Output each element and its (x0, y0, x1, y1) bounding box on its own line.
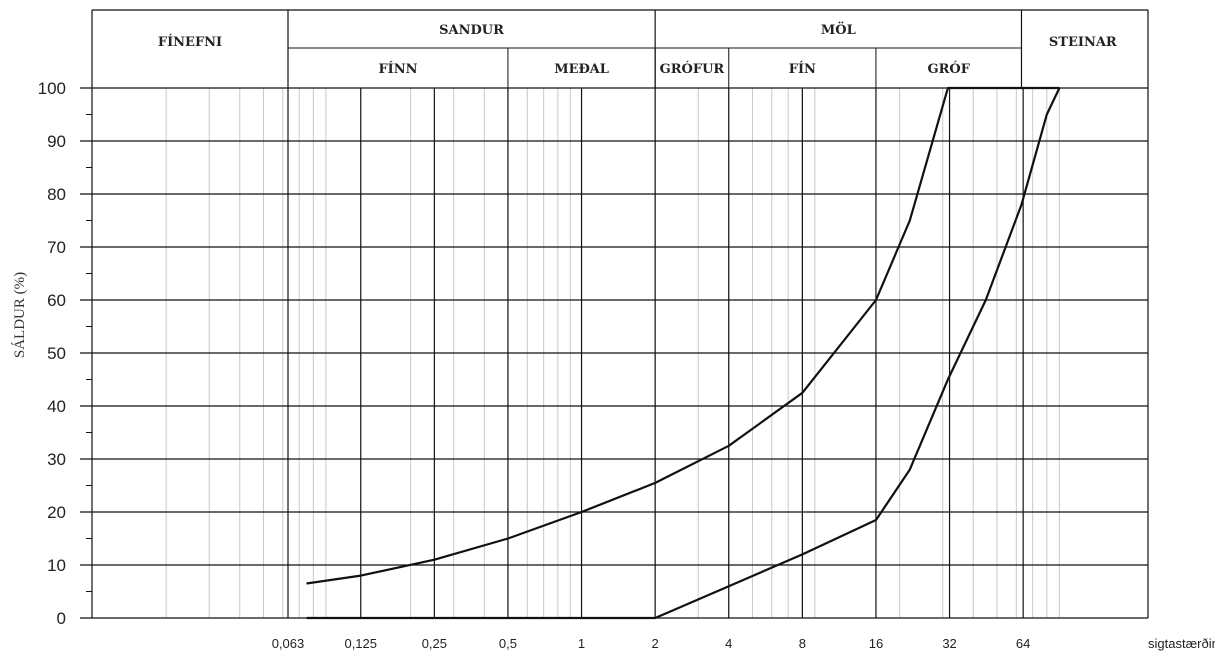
header-subzone-label: FÍNN (378, 61, 417, 77)
y-tick-label: 10 (47, 556, 66, 575)
x-tick-label: 0,063 (272, 636, 305, 651)
grading-envelope-line-fine (306, 86, 1060, 585)
x-tick-label: 64 (1016, 636, 1030, 651)
y-tick-labels: 0 10 20 30 40 50 60 70 80 90 100 (38, 79, 66, 628)
y-axis-label: SÁLDUR (%) (11, 272, 28, 358)
header-subzone-label: MEÐAL (554, 62, 609, 77)
y-tick-label: 20 (47, 503, 66, 522)
y-tick-label: 80 (47, 185, 66, 204)
classification-header: FÍNEFNI SANDUR MÖL STEINAR FÍNN MEÐAL GRÓFUR FÍ… (92, 9, 1148, 88)
y-tick-label: 30 (47, 450, 66, 469)
x-tick-labels: 0,063 0,125 0,25 0,5 1 2 4 8 16 32 64 (272, 636, 1031, 651)
header-subzone-label: GRÓF (927, 60, 970, 77)
x-tick-label: 32 (942, 636, 956, 651)
horizontal-grid (80, 87, 1148, 619)
y-tick-label: 50 (47, 344, 66, 363)
x-tick-label: 4 (725, 636, 732, 651)
x-tick-label: 2 (652, 636, 659, 651)
grading-envelope-line-coarse (306, 87, 1061, 620)
y-tick-label: 40 (47, 397, 66, 416)
y-tick-label: 0 (57, 609, 66, 628)
x-axis-label: sigtastærðir, mm (1148, 636, 1215, 651)
header-zone-label: STEINAR (1049, 35, 1117, 50)
x-tick-label: 0,125 (344, 636, 377, 651)
x-tick-label: 0,5 (499, 636, 517, 651)
x-tick-label: 16 (869, 636, 883, 651)
x-tick-label: 0,25 (422, 636, 447, 651)
y-tick-label: 100 (38, 79, 66, 98)
header-zone-label: SANDUR (439, 23, 504, 38)
y-tick-label: 60 (47, 291, 66, 310)
x-tick-label: 8 (799, 636, 806, 651)
series-lines (306, 86, 1061, 620)
major-vertical-grid (91, 10, 1149, 618)
y-tick-label: 90 (47, 132, 66, 151)
header-subzone-label: GRÓFUR (660, 60, 725, 77)
y-tick-label: 70 (47, 238, 66, 257)
header-zone-label: FÍNEFNI (158, 34, 222, 50)
header-subzone-label: FÍN (789, 61, 816, 77)
x-tick-label: 1 (578, 636, 585, 651)
header-zone-label: MÖL (821, 21, 856, 38)
